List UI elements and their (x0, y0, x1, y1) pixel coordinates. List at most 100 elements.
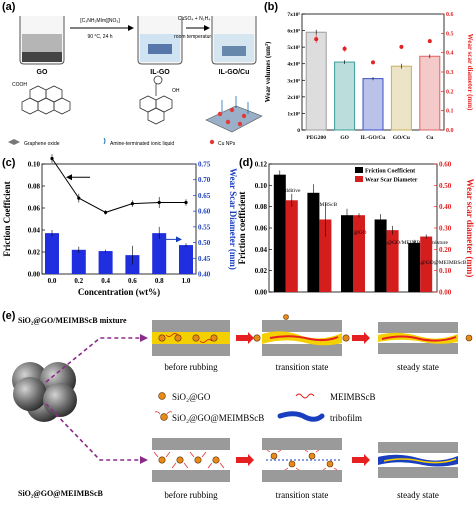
line-point (157, 200, 161, 205)
bar (305, 31, 327, 131)
y-tick-label: 0.04 (28, 227, 41, 235)
top-before-label: before rubbing (164, 362, 218, 372)
y-tick-label: 0.06 (255, 225, 268, 233)
mixture-label: SiO₂@GO/MEIMBScB mixture (18, 316, 127, 325)
top-before-rubbing (152, 320, 230, 356)
panel-b-label: (b) (264, 1, 279, 13)
y2-tick-label: 0.50 (439, 182, 452, 190)
go-molecule (21, 85, 71, 115)
y-axis-label: Wear volumes (um³) (264, 41, 272, 102)
top-steady (378, 322, 473, 354)
y2-tick-label: 0.0 (446, 128, 454, 134)
scar-point (314, 37, 319, 42)
y2-tick-label: 0.60 (198, 208, 211, 216)
y-tick-label: 2x10⁵ (287, 95, 300, 101)
legend-scar-swatch (355, 176, 363, 182)
bar (45, 233, 59, 274)
friction-line (51, 158, 186, 213)
y-tick-label: 5x10⁵ (287, 45, 300, 51)
panel-e-label: (e) (2, 310, 16, 322)
legend-cu: Cu NPs (218, 141, 236, 147)
y-tick-label: 0.12 (255, 161, 268, 169)
bottom-steady-label: steady state (397, 490, 439, 500)
y-tick-label: 7x10⁵ (287, 12, 300, 18)
friction-bar (307, 192, 320, 292)
reaction2: CuSO₄ + N₂H₄ (178, 16, 211, 22)
category-label: no additive (276, 188, 301, 194)
right-pointer-head (176, 236, 182, 243)
y2-tick-label: 0.50 (198, 239, 211, 247)
x-tick-label: 0.6 (128, 277, 137, 285)
legend-tribofilm: tribofilm (330, 413, 362, 423)
chart-b: 0 1x10⁵ 2x10⁵ 3x10⁵ 4x10⁵ 5x10⁵ 6x10⁵ 7x10⁵ 0.0 0… (264, 12, 474, 141)
line-point (50, 156, 54, 161)
x-tick-label: Cu (426, 135, 433, 141)
y-tick-label: 0.10 (255, 182, 268, 190)
bar (98, 251, 113, 274)
x-tick-label: 1.0 (182, 277, 191, 285)
panel-a-label: (a) (2, 1, 16, 13)
scar-bar (353, 215, 365, 292)
beaker-ilgocu (211, 16, 257, 65)
y-tick-label: 1x10⁵ (287, 111, 300, 117)
top-arrow-1 (236, 332, 254, 344)
y-axis-label: Friction Coefficient (2, 181, 12, 256)
y-tick-label: 0 (297, 128, 300, 134)
sio2go-icon (158, 392, 166, 400)
route-arrows (45, 337, 140, 461)
top-transition-label: transition state (276, 362, 329, 372)
y2-tick-label: 0.60 (439, 161, 452, 169)
y2-tick-label: 0.30 (439, 225, 452, 233)
ionic-liquid-icon (103, 137, 106, 145)
y2-tick-label: 0.70 (198, 176, 211, 184)
legend-scar-label: Wear Scar Diameter (365, 178, 418, 184)
route-arrowhead-bottom (140, 456, 148, 464)
go-label: GO (37, 69, 48, 76)
bar (390, 65, 412, 131)
legend-sio2go: SiO₂@GO (172, 392, 211, 402)
y2-tick-label: 0.55 (198, 223, 211, 231)
top-transition (253, 314, 350, 356)
friction-bar (341, 215, 353, 292)
chart-c: 0.00 0.02 0.04 0.06 0.08 0.10 0.40 0.45 0.50 0.55… (2, 154, 238, 297)
panel-e: (e) SiO₂@GO/MEIMBScB mixture SiO₂@GO@MEI… (0, 308, 474, 518)
bar (362, 78, 384, 131)
graphene-oxide-icon (8, 139, 20, 145)
y2-tick-label: 0.75 (198, 161, 211, 169)
y-tick-label: 0.04 (255, 246, 268, 254)
bottom-before-label: before rubbing (164, 490, 218, 500)
ilgo-label: IL-GO (150, 69, 170, 76)
bar (71, 249, 86, 274)
y2-tick-label: 0.2 (446, 89, 454, 95)
grafted-icon (154, 411, 173, 421)
tribofilm-icon (277, 411, 325, 422)
bottom-transition-label: transition state (276, 490, 329, 500)
panel-e-legend: SiO₂@GO MEIMBScB SiO₂@GO@MEIMBScB tribof… (154, 392, 376, 423)
y-tick-label: 3x10⁵ (287, 78, 300, 84)
oh-label: OH (172, 88, 180, 94)
y2-tick-label: 0.4 (446, 51, 454, 57)
panel-a-legend: Graphene oxide Amine-terminated ionic li… (8, 137, 236, 147)
y2-tick-label: 0.45 (198, 255, 211, 263)
panel-a: (a) GO [C₃NH₂MIm][NO₃] 90 °C, 24 h IL-GO… (0, 0, 263, 152)
bar (419, 55, 441, 131)
panel-c: (c) 0.00 0.02 0.04 0.06 0.08 0.10 0.40 0.45 0.50… (0, 152, 238, 302)
category-label: MEIMBScB (309, 202, 337, 208)
arrow-2 (186, 25, 210, 31)
bottom-steady (378, 442, 458, 478)
scar-bar (285, 200, 298, 292)
y-tick-label: 0.06 (28, 205, 41, 213)
y2-tick-label: 0.3 (446, 70, 454, 76)
line-point (184, 200, 188, 205)
y2-tick-label: 0.40 (198, 271, 211, 279)
friction-bar (374, 219, 387, 292)
bar (334, 61, 356, 131)
panel-a-scheme: GO [C₃NH₂MIm][NO₃] 90 °C, 24 h IL-GO CuS… (8, 16, 263, 147)
scar-bar (386, 230, 399, 292)
panel-b: (b) 0 1x10⁵ 2x10⁵ 3x10⁵ 4x10⁵ 5x10⁵ 6x10⁵ 7x10⁵… (262, 0, 474, 152)
beaker-ilgo (137, 16, 183, 65)
cu-np-icon (209, 139, 215, 145)
plot-frame (41, 163, 197, 275)
y-tick-label: 4x10⁵ (287, 62, 300, 68)
y-tick-label: 0.08 (255, 203, 268, 211)
